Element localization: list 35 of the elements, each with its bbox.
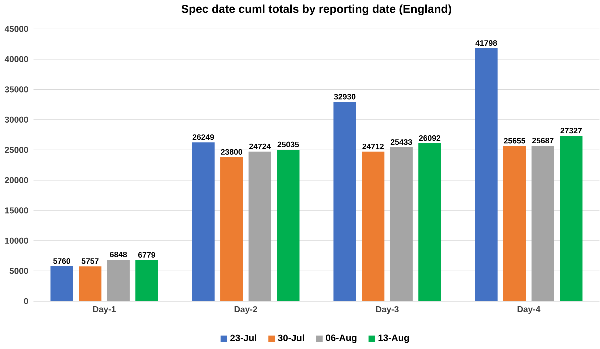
bar [362,152,385,302]
x-tick-label: Day-3 [376,306,399,314]
x-tick-label: Day-2 [234,306,258,314]
bar [136,260,158,302]
bar [418,143,442,302]
bar [248,152,272,302]
legend-label: 06-Aug [326,334,357,344]
y-tick-label: 10000 [5,238,28,244]
y-tick-label: 25000 [5,146,28,154]
bar [390,147,413,302]
legend-label: 13-Aug [378,334,410,344]
bar [192,142,215,302]
bar [475,48,498,302]
chart-title: Spec date cuml totals by reporting date (England) [182,4,452,16]
bar [277,150,300,302]
x-tick-label: Day-1 [93,306,116,314]
bar [334,102,356,302]
bar [532,146,554,302]
legend-label: 30-Jul [278,334,304,342]
bar [560,136,583,302]
bar [107,260,130,302]
y-tick-label: 0 [24,298,28,304]
x-tick-label: Day-4 [518,306,541,314]
bar [220,157,244,302]
y-tick-label: 45000 [4,26,28,32]
bar [50,266,74,302]
y-tick-label: 20000 [5,177,28,184]
y-tick-label: 5000 [10,268,28,274]
y-tick-label: 15000 [5,207,28,214]
bar [79,266,102,302]
y-tick-label: 40000 [4,56,28,62]
bar [504,146,526,302]
y-tick-label: 35000 [4,86,28,93]
legend-label: 23-Jul [230,334,256,342]
y-tick-label: 30000 [4,116,28,123]
